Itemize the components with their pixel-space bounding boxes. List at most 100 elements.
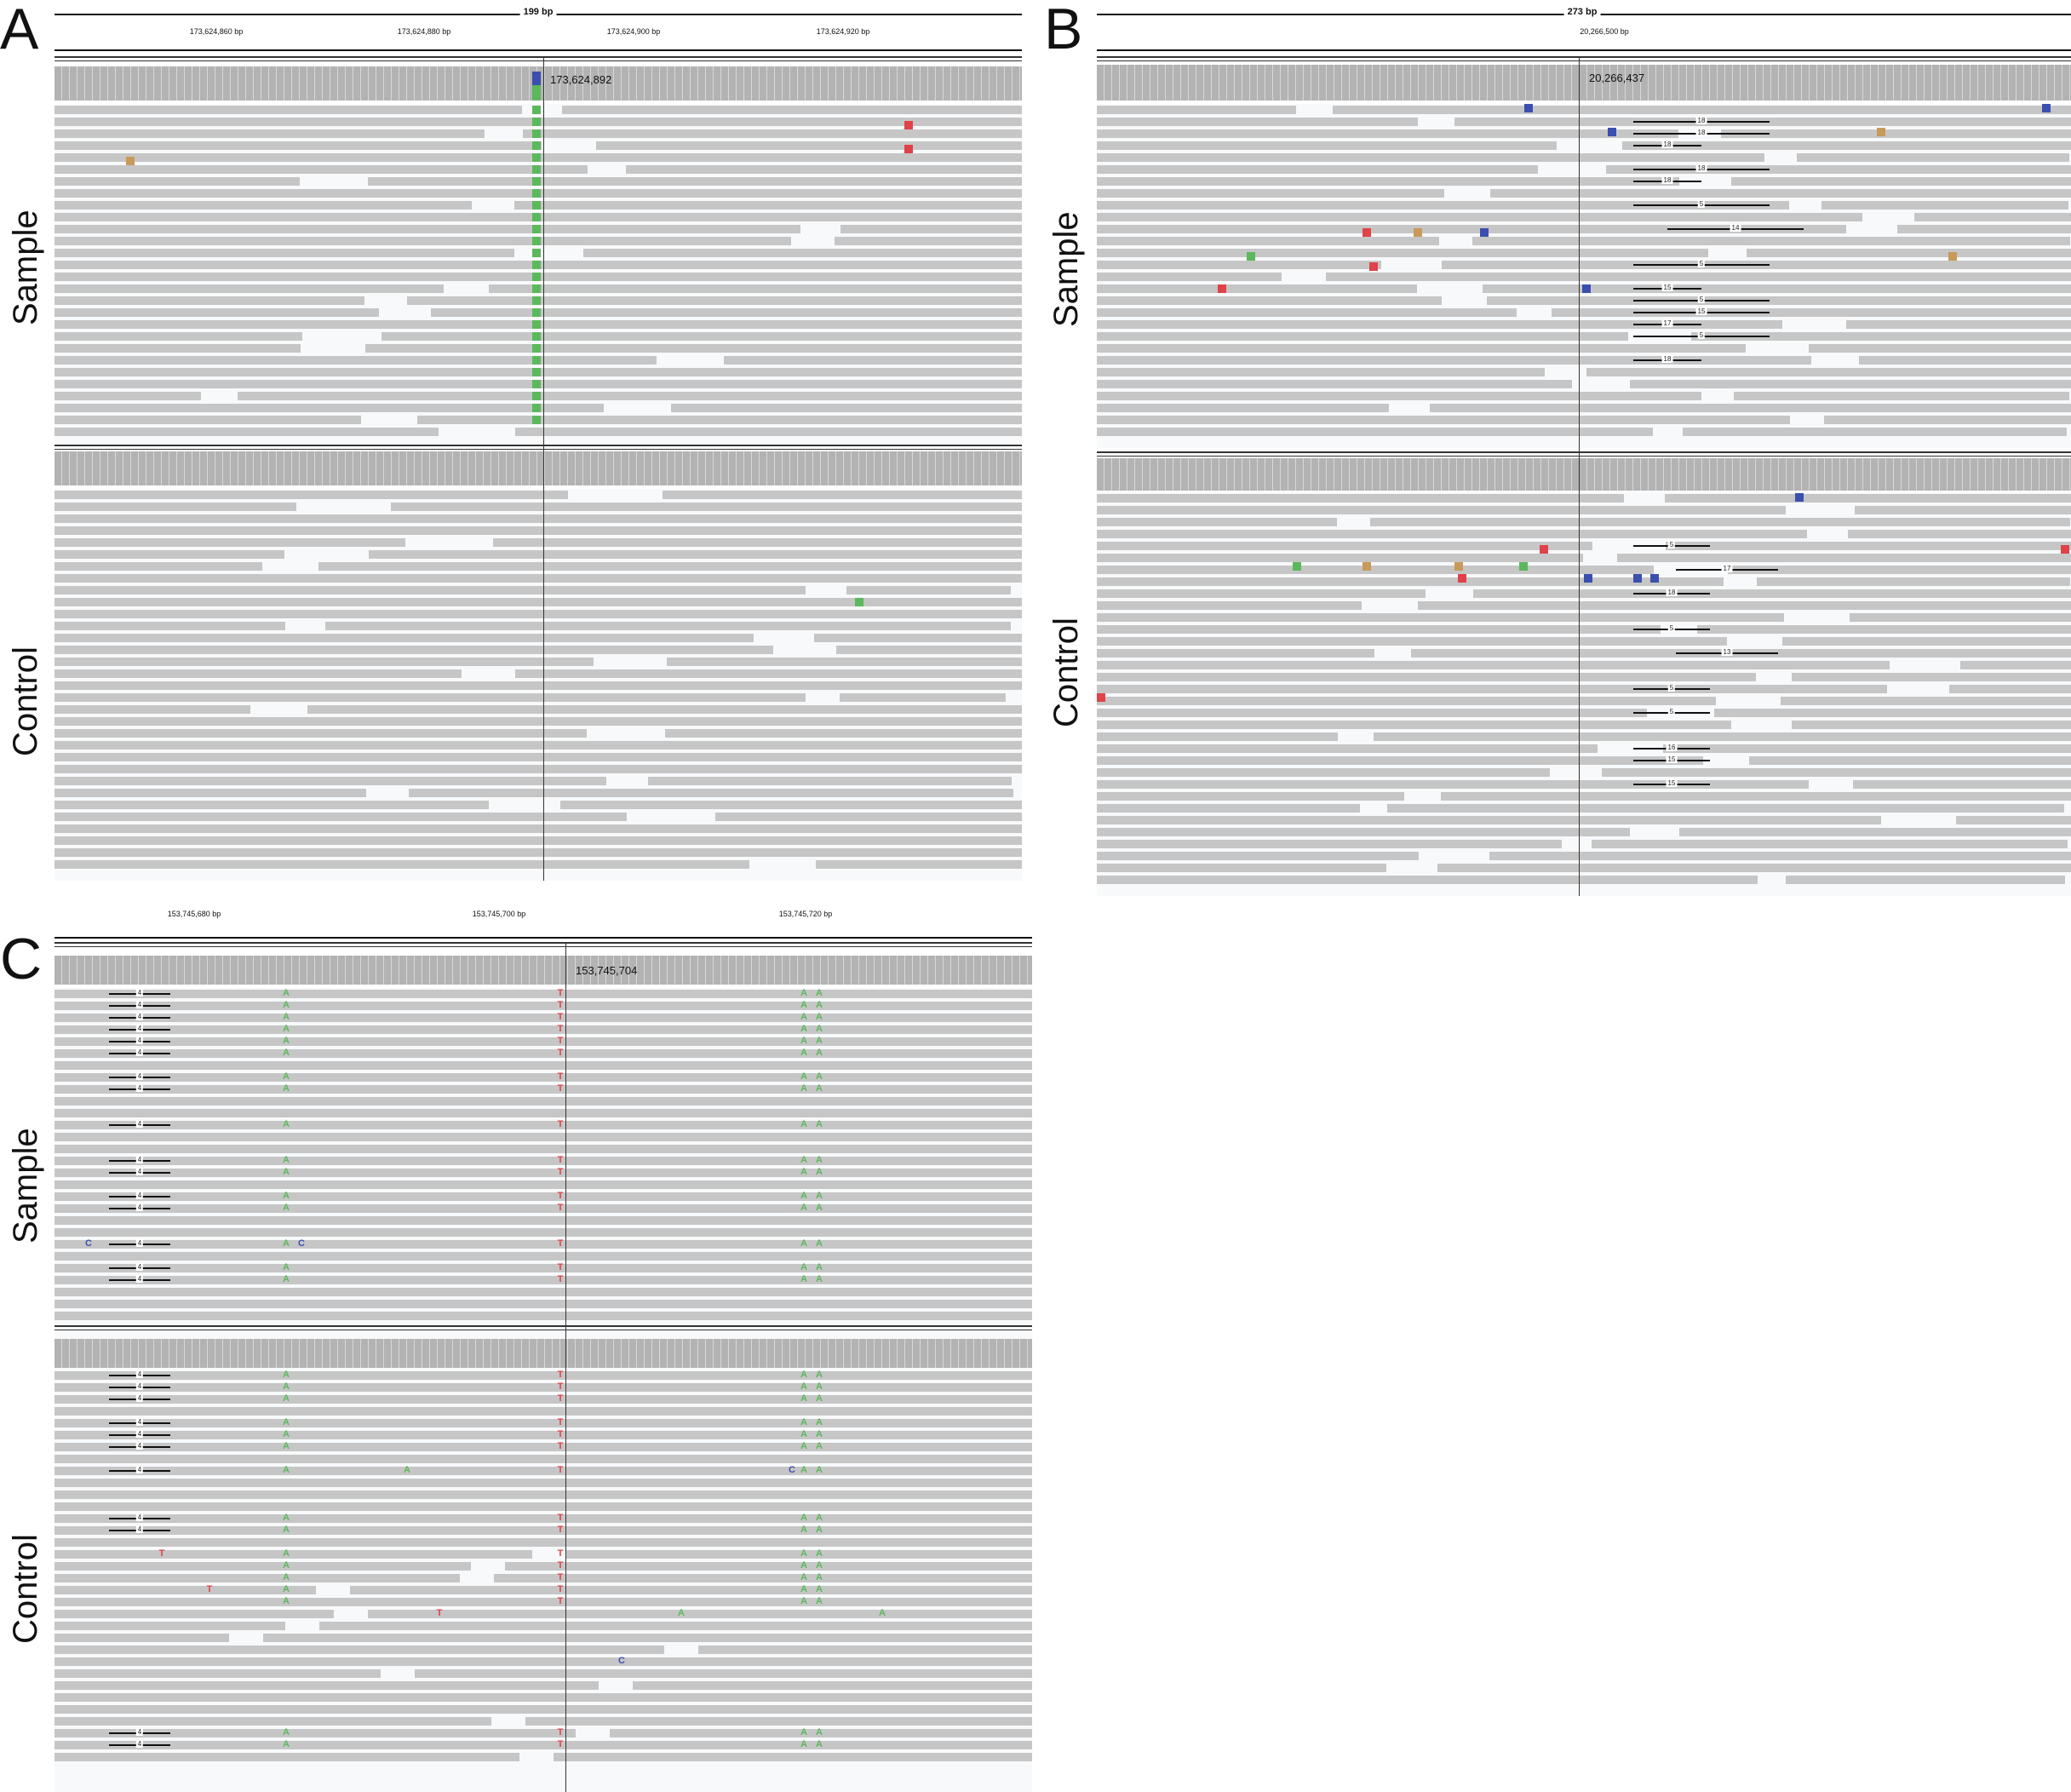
read[interactable] bbox=[1097, 225, 1846, 233]
read[interactable] bbox=[1097, 189, 1444, 198]
read[interactable] bbox=[54, 1300, 1032, 1308]
read[interactable] bbox=[318, 1622, 1032, 1630]
read[interactable] bbox=[368, 177, 1022, 186]
sample-coverage-track[interactable] bbox=[1097, 65, 2071, 101]
sample-coverage-track[interactable] bbox=[54, 956, 1032, 985]
sample-alignment-track[interactable]: 18 18 18 18 18 5 14 5 15 5 15 17 5 18 bbox=[1097, 104, 2071, 448]
read[interactable] bbox=[1097, 308, 1517, 317]
read[interactable] bbox=[1850, 613, 2071, 622]
read[interactable] bbox=[54, 1276, 1032, 1284]
read[interactable] bbox=[54, 1538, 1032, 1547]
read[interactable] bbox=[1486, 296, 2071, 305]
read[interactable] bbox=[1792, 673, 2071, 681]
read[interactable] bbox=[1846, 320, 2071, 329]
read[interactable] bbox=[54, 1490, 1032, 1499]
read[interactable] bbox=[54, 1085, 1032, 1094]
read[interactable] bbox=[54, 1753, 519, 1761]
read[interactable] bbox=[1437, 864, 2071, 872]
read[interactable] bbox=[1746, 249, 2071, 257]
control-alignment-track[interactable]: 5 17 18 5 13 5 5 16 15 15 bbox=[1097, 492, 2071, 896]
read[interactable] bbox=[522, 129, 1022, 138]
read[interactable] bbox=[1097, 273, 1282, 281]
read[interactable] bbox=[54, 765, 1022, 773]
read[interactable] bbox=[417, 416, 1022, 424]
read[interactable] bbox=[238, 392, 1022, 400]
read[interactable] bbox=[1097, 404, 1390, 412]
read[interactable] bbox=[1662, 744, 2071, 753]
read[interactable] bbox=[54, 514, 1022, 523]
read[interactable] bbox=[54, 1479, 1032, 1487]
read[interactable] bbox=[365, 344, 1022, 353]
read[interactable] bbox=[1847, 530, 2071, 538]
read[interactable] bbox=[54, 658, 594, 666]
read[interactable] bbox=[1472, 237, 2070, 245]
read[interactable] bbox=[54, 1467, 1032, 1475]
read[interactable] bbox=[1097, 416, 1791, 424]
read[interactable] bbox=[54, 705, 251, 714]
read[interactable] bbox=[1097, 368, 1545, 376]
read[interactable] bbox=[54, 284, 444, 293]
read[interactable] bbox=[54, 1526, 1032, 1535]
read[interactable] bbox=[54, 574, 1022, 583]
read[interactable] bbox=[381, 332, 1022, 341]
read[interactable] bbox=[1386, 804, 2064, 813]
read[interactable] bbox=[1097, 296, 1442, 305]
read[interactable] bbox=[54, 1264, 1032, 1272]
read[interactable] bbox=[54, 1622, 285, 1630]
read[interactable] bbox=[840, 225, 1022, 233]
read[interactable] bbox=[54, 634, 754, 642]
read[interactable] bbox=[1097, 780, 1809, 789]
read[interactable] bbox=[1097, 261, 1382, 269]
read[interactable] bbox=[1097, 129, 1679, 138]
read[interactable] bbox=[54, 1073, 1032, 1082]
read[interactable] bbox=[318, 562, 1022, 571]
read[interactable] bbox=[1666, 542, 2071, 550]
read[interactable] bbox=[54, 1121, 1032, 1129]
read[interactable] bbox=[1097, 673, 1757, 681]
read[interactable] bbox=[1097, 792, 1405, 801]
read[interactable] bbox=[54, 249, 515, 257]
read[interactable] bbox=[54, 681, 1022, 690]
read[interactable] bbox=[1482, 284, 2071, 293]
read[interactable] bbox=[1489, 852, 2071, 860]
read[interactable] bbox=[54, 404, 604, 412]
read[interactable] bbox=[1780, 697, 2071, 705]
control-alignment-track[interactable] bbox=[54, 489, 1022, 881]
read[interactable] bbox=[54, 1312, 1032, 1320]
read[interactable] bbox=[54, 1693, 1032, 1702]
read[interactable] bbox=[846, 586, 1012, 594]
read[interactable] bbox=[54, 598, 1022, 606]
read[interactable] bbox=[54, 1431, 1032, 1439]
read[interactable] bbox=[1441, 792, 2071, 801]
read[interactable] bbox=[54, 1598, 1032, 1606]
read[interactable] bbox=[561, 106, 1022, 114]
read[interactable] bbox=[54, 1741, 1032, 1749]
read[interactable] bbox=[1696, 625, 2071, 634]
read[interactable] bbox=[1097, 852, 1420, 860]
read[interactable] bbox=[54, 789, 367, 797]
read[interactable] bbox=[54, 526, 1022, 535]
read[interactable] bbox=[515, 669, 1022, 678]
read[interactable] bbox=[54, 729, 587, 738]
read[interactable] bbox=[54, 1216, 1032, 1225]
read[interactable] bbox=[54, 1669, 382, 1678]
read[interactable] bbox=[54, 416, 361, 424]
read[interactable] bbox=[54, 1157, 1032, 1165]
read[interactable] bbox=[54, 141, 542, 150]
read[interactable] bbox=[1373, 732, 2071, 741]
read[interactable] bbox=[54, 1049, 1032, 1058]
read[interactable] bbox=[54, 1395, 1032, 1404]
read[interactable] bbox=[54, 392, 202, 400]
read[interactable] bbox=[1333, 106, 2071, 114]
read[interactable] bbox=[54, 1717, 491, 1726]
read[interactable] bbox=[54, 693, 806, 702]
read[interactable] bbox=[1097, 530, 1808, 538]
read[interactable] bbox=[1592, 840, 2068, 848]
read[interactable] bbox=[54, 237, 791, 245]
read[interactable] bbox=[1370, 518, 2071, 526]
read[interactable] bbox=[1097, 661, 1890, 669]
read[interactable] bbox=[1859, 356, 2071, 365]
read[interactable] bbox=[54, 1502, 1032, 1511]
read[interactable] bbox=[1097, 744, 1598, 753]
read[interactable] bbox=[54, 1169, 1032, 1177]
